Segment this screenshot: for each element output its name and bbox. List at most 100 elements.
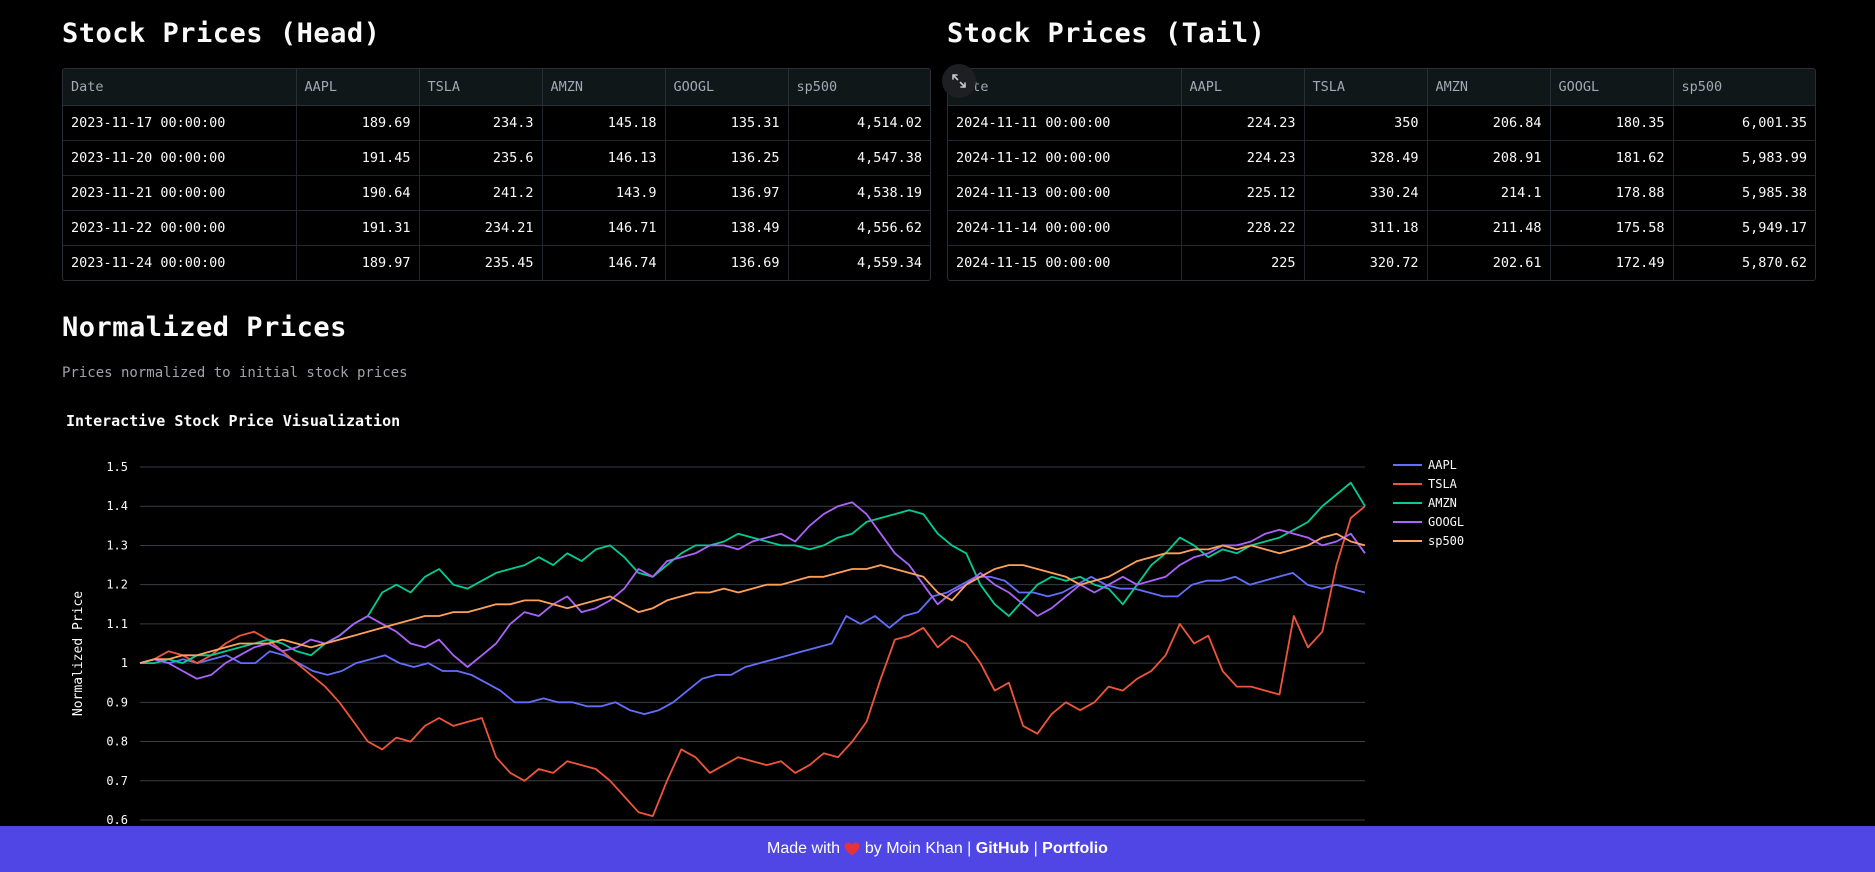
column-header-amzn[interactable]: AMZN <box>542 69 666 106</box>
table-cell[interactable]: 2023-11-24 00:00:00 <box>63 245 297 280</box>
table-cell[interactable]: 5,870.62 <box>1741 254 1807 271</box>
table-cell[interactable]: 4,556.62 <box>788 210 930 246</box>
table-cell[interactable]: 2024-11-15 00:00:00 <box>948 245 1182 280</box>
column-header-aapl[interactable]: AAPL <box>1181 69 1305 106</box>
column-header-googl[interactable]: GOOGL <box>665 69 789 106</box>
legend-label: sp500 <box>1428 534 1464 548</box>
table-cell[interactable]: 235.45 <box>419 245 543 280</box>
table-cell[interactable]: 224.23 <box>1181 140 1305 176</box>
tail-table[interactable]: Date AAPL TSLA AMZN GOOGL sp500 2024-11-… <box>947 68 1816 281</box>
series-line-sp500[interactable] <box>139 532 1366 664</box>
table-cell[interactable]: 202.61 <box>1427 245 1551 280</box>
head-table[interactable]: Date AAPL TSLA AMZN GOOGL sp500 2023-11-… <box>62 68 931 281</box>
table-cell[interactable]: 136.69 <box>665 245 789 280</box>
table-cell[interactable]: 4,559.34 <box>856 254 922 271</box>
table-cell[interactable]: 2023-11-20 00:00:00 <box>63 140 297 176</box>
column-header-sp500[interactable]: sp500 <box>788 69 930 106</box>
normalized-prices-title: Normalized Prices <box>62 312 347 343</box>
table-cell[interactable]: 2024-11-14 00:00:00 <box>948 210 1182 246</box>
legend-label: AAPL <box>1428 458 1457 472</box>
fullscreen-button[interactable] <box>942 64 976 98</box>
table-cell[interactable]: 6,001.35 <box>1673 105 1815 141</box>
table-cell[interactable]: 2024-11-11 00:00:00 <box>948 105 1182 141</box>
y-tick-label: 0.8 <box>106 735 128 749</box>
github-link[interactable]: GitHub <box>975 840 1030 857</box>
portfolio-link[interactable]: Portfolio <box>1042 840 1108 857</box>
legend-item-amzn[interactable]: AMZN <box>1393 496 1457 510</box>
series-line-tsla[interactable] <box>139 505 1366 818</box>
head-table-title: Stock Prices (Head) <box>62 18 381 49</box>
table-cell[interactable]: 206.84 <box>1427 105 1551 141</box>
table-cell[interactable]: 189.69 <box>296 105 420 141</box>
table-cell[interactable]: 145.18 <box>542 105 666 141</box>
table-cell[interactable]: 175.58 <box>1550 210 1674 246</box>
table-cell[interactable]: 136.97 <box>665 175 789 211</box>
table-cell[interactable]: 136.25 <box>665 140 789 176</box>
table-cell[interactable]: 180.35 <box>1550 105 1674 141</box>
table-cell[interactable]: 143.9 <box>542 175 666 211</box>
legend-item-googl[interactable]: GOOGL <box>1393 515 1464 529</box>
column-header-date[interactable]: Date <box>63 69 297 106</box>
table-cell[interactable]: 181.62 <box>1550 140 1674 176</box>
table-cell[interactable]: 224.23 <box>1181 105 1305 141</box>
table-header-row: Date AAPL TSLA AMZN GOOGL sp500 <box>63 69 930 106</box>
table-cell[interactable]: 189.97 <box>296 245 420 280</box>
table-cell[interactable]: 320.72 <box>1304 245 1428 280</box>
table-cell[interactable]: 235.6 <box>419 140 543 176</box>
series-line-amzn[interactable] <box>140 481 1366 665</box>
table-cell[interactable]: 2024-11-12 00:00:00 <box>948 140 1182 176</box>
table-cell[interactable]: 2024-11-13 00:00:00 <box>948 175 1182 211</box>
table-cell[interactable]: 2023-11-22 00:00:00 <box>63 210 297 246</box>
table-cell[interactable]: 225.12 <box>1181 175 1305 211</box>
table-cell[interactable]: 5,949.17 <box>1673 210 1815 246</box>
column-header-googl[interactable]: GOOGL <box>1550 69 1674 106</box>
table-cell[interactable]: 146.74 <box>542 245 666 280</box>
chart-legend[interactable]: AAPL TSLA AMZN GOOGL sp500 <box>1393 458 1464 548</box>
table-cell[interactable]: 4,538.19 <box>788 175 930 211</box>
table-cell[interactable]: 214.1 <box>1427 175 1551 211</box>
column-header-sp500[interactable]: sp500 <box>1673 69 1815 106</box>
table-cell[interactable]: 191.31 <box>296 210 420 246</box>
table-cell[interactable]: 138.49 <box>665 210 789 246</box>
table-cell[interactable]: 208.91 <box>1427 140 1551 176</box>
table-cell[interactable]: 225 <box>1181 245 1305 280</box>
stock-price-chart[interactable]: Interactive Stock Price Visualization 0.… <box>60 405 1500 825</box>
table-row: 2024-11-12 00:00:00 224.23 328.49 208.91… <box>948 140 1815 176</box>
table-cell[interactable]: 146.71 <box>542 210 666 246</box>
table-cell[interactable]: 4,547.38 <box>788 140 930 176</box>
table-cell[interactable]: 2023-11-21 00:00:00 <box>63 175 297 211</box>
table-cell[interactable]: 2023-11-17 00:00:00 <box>63 105 297 141</box>
table-cell[interactable]: 211.48 <box>1427 210 1551 246</box>
column-header-tsla[interactable]: TSLA <box>419 69 543 106</box>
series-line-aapl[interactable] <box>139 571 1366 716</box>
table-cell[interactable]: 178.88 <box>1550 175 1674 211</box>
table-cell[interactable]: 5,983.99 <box>1673 140 1815 176</box>
series-line-googl[interactable] <box>139 501 1366 680</box>
table-cell[interactable]: 135.31 <box>665 105 789 141</box>
column-header-tsla[interactable]: TSLA <box>1304 69 1428 106</box>
footer-author: by Moin Khan <box>864 840 963 857</box>
table-cell[interactable]: 5,985.38 <box>1673 175 1815 211</box>
column-header-amzn[interactable]: AMZN <box>1427 69 1551 106</box>
column-header-date[interactable]: Date <box>948 69 1182 106</box>
table-cell[interactable]: 146.13 <box>542 140 666 176</box>
legend-item-sp500[interactable]: sp500 <box>1393 534 1464 548</box>
legend-item-aapl[interactable]: AAPL <box>1393 458 1457 472</box>
column-header-aapl[interactable]: AAPL <box>296 69 420 106</box>
y-tick-label: 1.5 <box>106 460 128 474</box>
table-cell[interactable]: 191.45 <box>296 140 420 176</box>
table-cell[interactable]: 228.22 <box>1181 210 1305 246</box>
table-cell[interactable]: 241.2 <box>419 175 543 211</box>
footer-separator: | <box>1033 840 1038 857</box>
table-cell[interactable]: 330.24 <box>1304 175 1428 211</box>
table-cell[interactable]: 234.3 <box>419 105 543 141</box>
y-tick-label: 1.2 <box>106 578 128 592</box>
table-cell[interactable]: 234.21 <box>419 210 543 246</box>
table-cell[interactable]: 311.18 <box>1304 210 1428 246</box>
table-cell[interactable]: 4,514.02 <box>788 105 930 141</box>
table-cell[interactable]: 328.49 <box>1304 140 1428 176</box>
table-cell[interactable]: 190.64 <box>296 175 420 211</box>
legend-item-tsla[interactable]: TSLA <box>1393 477 1458 491</box>
table-cell[interactable]: 350 <box>1304 105 1428 141</box>
table-cell[interactable]: 172.49 <box>1550 245 1674 280</box>
